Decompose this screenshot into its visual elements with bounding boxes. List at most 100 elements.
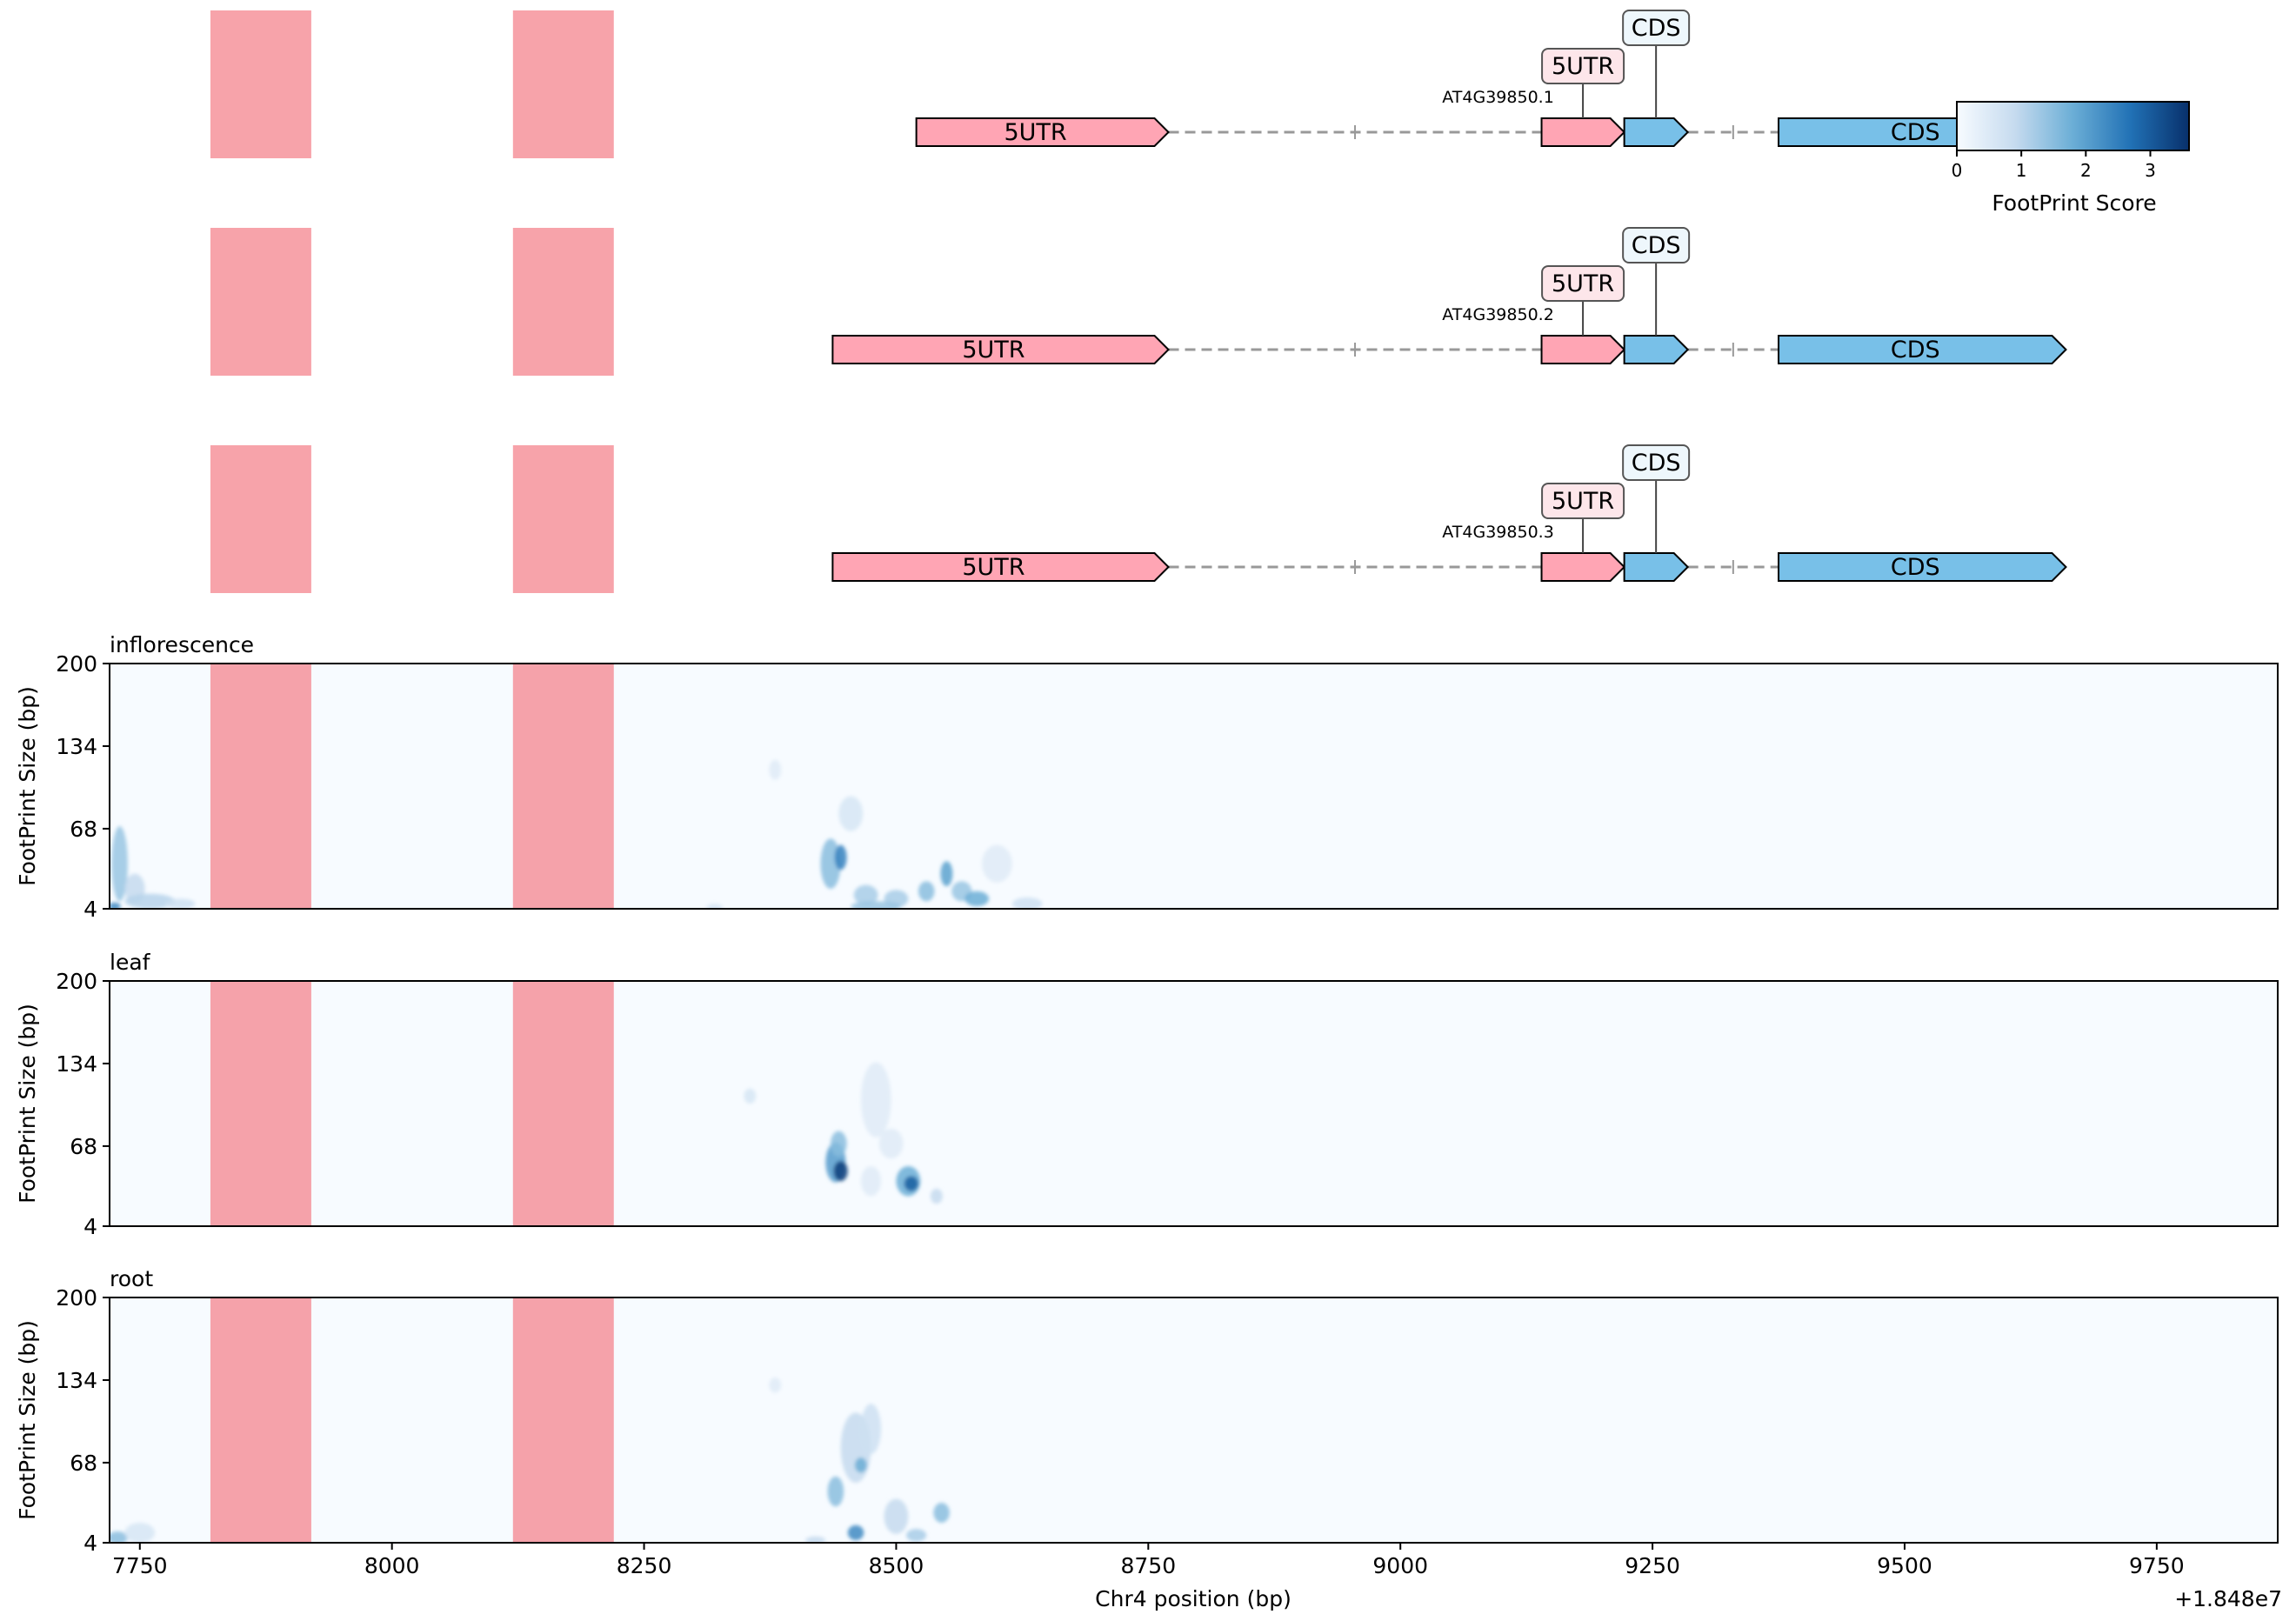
- cds-feature: [1623, 552, 1690, 582]
- feature-label: CDS: [1891, 337, 1940, 364]
- heatmap-cell: [838, 796, 864, 831]
- panel-title: root: [110, 1266, 153, 1291]
- transcript-name: AT4G39850.2: [1442, 305, 1554, 324]
- callout-label: CDS: [1632, 232, 1681, 259]
- heatmap-cell: [706, 904, 723, 909]
- x-tick-label: 8750: [1121, 1553, 1177, 1578]
- highlight-region: [512, 664, 614, 909]
- heatmap-panel: inflorescence 4 68 134 200 FootPrint Size (bp…: [15, 632, 2279, 922]
- heatmap-panels: inflorescence 4 68 134 200 FootPrint Size (bp…: [15, 632, 2279, 1578]
- heatmap-cell: [833, 1161, 848, 1182]
- colorbar-tick-label: 2: [2080, 160, 2092, 181]
- x-offset-label: +1.848e7: [2174, 1586, 2282, 1611]
- heatmap-cells: [110, 759, 1043, 909]
- utr-feature: [915, 117, 1170, 147]
- feature-label: CDS: [1891, 554, 1940, 581]
- highlight-region: [512, 445, 614, 593]
- y-tick-label: 200: [56, 969, 97, 994]
- y-tick-label: 68: [70, 1451, 97, 1476]
- transcript-row: AT4G39850.2 5UTR 5UTR CDS CDS: [210, 227, 2067, 376]
- y-tick-label: 134: [56, 734, 97, 759]
- heatmap-background: [110, 981, 2278, 1226]
- callout-box: [1541, 265, 1625, 302]
- panel-frame: [109, 980, 2279, 1227]
- y-axis-label: FootPrint Size (bp): [15, 1004, 40, 1204]
- highlight-region: [210, 981, 311, 1226]
- y-tick-label: 200: [56, 651, 97, 677]
- heatmap-cell: [847, 1524, 864, 1541]
- panel-frame: [109, 663, 2279, 910]
- colorbar-tick-label: 1: [2016, 160, 2027, 181]
- heatmap-background: [110, 664, 2278, 909]
- heatmap-cell: [940, 861, 953, 887]
- highlight-region: [210, 10, 311, 158]
- feature-label: 5UTR: [1004, 119, 1066, 146]
- cds-feature: [1778, 552, 2067, 582]
- heatmap-cell: [918, 881, 935, 902]
- heatmap-cell: [164, 898, 196, 909]
- transcript-name: AT4G39850.3: [1442, 523, 1554, 542]
- utr-feature: [1540, 552, 1626, 582]
- highlight-region: [210, 228, 311, 376]
- heatmap-cell: [933, 1502, 950, 1523]
- utr-feature: [831, 335, 1170, 364]
- heatmap-cells: [744, 1062, 943, 1204]
- gene-track: AT4G39850.1 5UTR 5UTR CDS CDS AT4G39850.2 5UTR…: [210, 10, 2067, 593]
- cds-feature: [1778, 335, 2067, 364]
- callout-label: 5UTR: [1552, 270, 1614, 297]
- utr-feature: [1540, 335, 1626, 364]
- colorbar-tick-label: 0: [1952, 160, 1963, 181]
- x-tick-label: 9000: [1372, 1553, 1428, 1578]
- x-tick-label: 9250: [1625, 1553, 1680, 1578]
- colorbar-label: FootPrint Score: [1992, 190, 2156, 216]
- heatmap-cell: [805, 1536, 826, 1543]
- heatmap-cell: [853, 884, 878, 905]
- heatmap-cell: [744, 1088, 757, 1104]
- heatmap-cell: [769, 759, 782, 780]
- callout-box: [1622, 444, 1691, 481]
- utr-feature: [831, 552, 1170, 582]
- heatmap-cell: [884, 1498, 909, 1534]
- x-tick-label: 8500: [869, 1553, 924, 1578]
- highlight-region: [210, 445, 311, 593]
- highlight-region: [210, 664, 311, 909]
- panel-title: inflorescence: [110, 632, 254, 657]
- heatmap-cell: [124, 893, 176, 909]
- y-axis-label: FootPrint Size (bp): [15, 686, 40, 886]
- callout-label: 5UTR: [1552, 53, 1614, 80]
- x-tick-label: 8250: [617, 1553, 672, 1578]
- y-tick-label: 4: [83, 1531, 97, 1556]
- callout-label: CDS: [1632, 15, 1681, 42]
- x-axis: Chr4 position (bp) +1.848e7: [1095, 1586, 2282, 1611]
- y-tick-label: 68: [70, 817, 97, 842]
- transcript-row: AT4G39850.1 5UTR 5UTR CDS CDS: [210, 10, 2067, 158]
- heatmap-cell: [860, 1404, 882, 1454]
- colorbar-bar: [1956, 101, 2190, 151]
- heatmap-cell: [851, 901, 902, 909]
- feature-label: 5UTR: [962, 554, 1025, 581]
- heatmap-panel: root 4 68 134 200 FootPrint Size (bp) 7750 8000…: [15, 1266, 2279, 1578]
- y-tick-label: 200: [56, 1285, 97, 1311]
- highlight-region: [210, 1297, 311, 1543]
- cds-feature: [1623, 335, 1690, 364]
- callout-box: [1541, 483, 1625, 519]
- callout-label: 5UTR: [1552, 488, 1614, 515]
- heatmap-cell: [111, 826, 128, 902]
- y-tick-label: 4: [83, 1214, 97, 1239]
- x-tick-label: 8000: [364, 1553, 420, 1578]
- transcript-name: AT4G39850.1: [1442, 88, 1554, 107]
- heatmap-cell: [906, 1529, 927, 1542]
- heatmap-cell: [769, 1378, 782, 1393]
- heatmap-background: [110, 1297, 2278, 1543]
- x-axis-label: Chr4 position (bp): [1095, 1586, 1292, 1611]
- heatmap-cell: [860, 1165, 882, 1197]
- panel-title: leaf: [110, 950, 151, 975]
- y-tick-label: 134: [56, 1368, 97, 1393]
- panel-frame: [109, 1297, 2279, 1544]
- heatmap-cell: [834, 844, 847, 871]
- feature-label: CDS: [1891, 119, 1940, 146]
- heatmap-cell: [964, 891, 990, 907]
- x-tick-label: 9750: [2129, 1553, 2185, 1578]
- heatmap-cell: [860, 1062, 891, 1137]
